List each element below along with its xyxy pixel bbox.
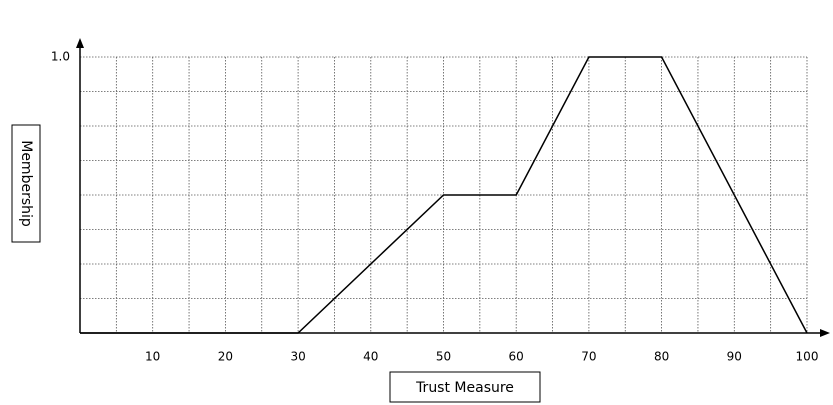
x-tick-label: 100	[796, 350, 819, 364]
x-tick-label: 20	[218, 350, 233, 364]
x-axis-label: Trust Measure	[415, 380, 514, 396]
y-label-box	[11, 124, 41, 243]
data-line	[80, 56, 808, 334]
y-axis-label: Membership	[18, 140, 34, 227]
x-tick-label: 90	[727, 350, 742, 364]
x-label-box	[389, 371, 541, 403]
x-tick-label: 30	[290, 350, 305, 364]
x-axis-arrow	[820, 329, 830, 337]
y-tick-label: 1.0	[51, 50, 70, 64]
x-tick-label: 80	[654, 350, 669, 364]
y-axis-arrow	[76, 38, 84, 48]
x-tick-label: 50	[436, 350, 451, 364]
x-tick-label: 70	[581, 350, 596, 364]
x-tick-label: 10	[145, 350, 160, 364]
x-tick-label: 40	[363, 350, 378, 364]
x-tick-label: 60	[509, 350, 524, 364]
